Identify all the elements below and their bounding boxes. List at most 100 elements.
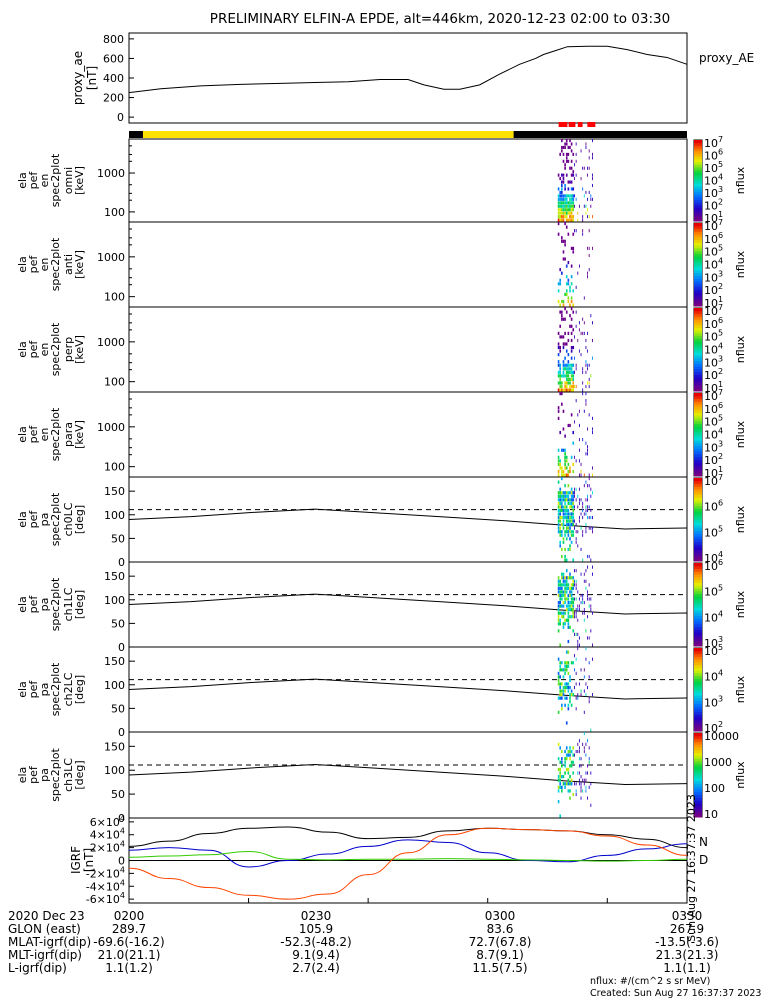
panel-6-cell [572, 608, 575, 612]
panel-6-ytick-label: 100 [104, 594, 125, 607]
panel-5-cell [569, 544, 571, 548]
panel-1-ylabel-line: pef [27, 171, 40, 190]
panel-2-cell [567, 299, 570, 304]
panel-2-colorbar-swatch [694, 223, 702, 227]
panel-7-cell [557, 682, 560, 686]
panel-8-frame [128, 731, 688, 819]
panel-1-cell [590, 194, 592, 198]
panel-1-colorbar-swatch [694, 142, 702, 146]
panel-8-cell [578, 782, 580, 786]
panel-3-ylabel-line: en [38, 343, 51, 357]
panel-2-ylabel-line: spec2plot [49, 237, 62, 291]
panel-3-cell [559, 324, 562, 328]
panel-3-colorbar-swatch [694, 335, 702, 339]
panel-4-colorbar-swatch [694, 420, 702, 424]
panel-6-cell [559, 622, 562, 626]
panel-3-cell [569, 388, 571, 392]
panel-3-ylabel-line: ela [16, 341, 29, 358]
panel-4-cell [575, 459, 577, 463]
panel-3-cell [569, 377, 571, 382]
panel-5-cell [557, 512, 560, 516]
panel-1-cell [574, 163, 575, 167]
panel-8-colorbar-swatch [694, 814, 702, 818]
panel-6-cell [570, 593, 573, 598]
panel-5-cell [561, 523, 563, 527]
panel-1-cell [559, 215, 562, 219]
panel-5-cell [562, 505, 565, 509]
panel-7-cell [587, 685, 589, 690]
panel-1-cell [561, 201, 563, 205]
panel-2-cell [562, 257, 565, 261]
panel-8-colorbar-swatch [694, 803, 702, 807]
panel-5-colorbar-swatch [694, 555, 702, 559]
panel-4-cell [592, 416, 593, 420]
igrf-series-2-line [128, 839, 688, 868]
panel-3-cell [588, 377, 590, 382]
panel-5-cell [561, 477, 563, 481]
panel-6-cell [562, 600, 565, 605]
panel-1-cell [559, 177, 562, 181]
panel-1-cell [592, 183, 593, 188]
panel-1-frame [128, 138, 688, 223]
panel-8-ytick-label: 150 [104, 740, 125, 753]
panel-5-cell [559, 505, 562, 509]
panel-2-colorbar-tick: 102 [704, 282, 723, 297]
panel-4-cell [578, 438, 580, 442]
panel-5-cell [564, 533, 566, 537]
panel-2-colorbar-tick: 105 [704, 244, 723, 259]
panel-5-cell [557, 526, 560, 530]
igrf-series-4-line [128, 827, 688, 900]
panel-1-ytick-label: 100 [104, 206, 125, 219]
panel-3-cell [585, 345, 587, 350]
panel-6-cell [565, 618, 568, 622]
panel-3-cell [587, 363, 589, 367]
panel-1-cell [567, 159, 570, 163]
panel-1-colorbar-swatch [694, 140, 702, 144]
panel-6-cell [559, 583, 562, 587]
panel-1-cell [592, 156, 593, 160]
panel-7-cell [565, 664, 568, 668]
panel-7-cell [562, 693, 565, 697]
panel-1-cell [570, 208, 573, 212]
panel-6-cell [557, 622, 560, 626]
panel-7-cell [583, 668, 585, 672]
panel-2-cell [578, 264, 580, 268]
panel-3-cell [578, 328, 580, 332]
panel-6-colorbar-swatch [694, 587, 702, 592]
panel-3-cell [572, 384, 575, 389]
panel-6-cell [575, 586, 577, 590]
panel-6-cell [562, 611, 565, 615]
panel-8-colorbar-swatch [694, 747, 702, 751]
panel-1-cell [561, 204, 563, 208]
panel-7-cell [557, 675, 560, 679]
panel-6-cell [564, 586, 566, 590]
panel-8-cell [582, 789, 584, 793]
panel-8-cell [557, 742, 560, 746]
panel-6-cell [569, 615, 571, 619]
panel-1-cell [570, 142, 573, 146]
panel-6-cell [587, 565, 589, 569]
panel-6-colorbar-swatch [694, 607, 702, 611]
panel-7-cell [567, 650, 570, 654]
panel-3-cell [570, 324, 573, 328]
panel-7-cell [585, 682, 587, 686]
panel-4-ylabel-line: para [62, 422, 75, 447]
panel-4-colorbar-swatch [694, 401, 702, 405]
panel-6-cell [570, 583, 573, 587]
panel-8-cell [557, 757, 560, 761]
panel-7-cell [570, 693, 573, 697]
panel-8-cell [587, 739, 589, 743]
panel-5-colorbar-swatch [694, 558, 702, 562]
panel-7-colorbar-swatch [694, 675, 702, 679]
panel-3-cell [582, 331, 584, 335]
panel-8-cell [580, 775, 582, 779]
panel-5-cell [570, 530, 573, 534]
panel-5-cell [587, 505, 589, 509]
panel-7-cell [569, 700, 571, 704]
panel-5-cell [565, 494, 568, 498]
panel-3-cell [561, 317, 563, 321]
panel-6-cell [578, 636, 580, 640]
panel-4-colorbar-swatch [694, 428, 702, 433]
panel-2-cell [565, 289, 568, 293]
panel-2-cell [565, 225, 568, 229]
